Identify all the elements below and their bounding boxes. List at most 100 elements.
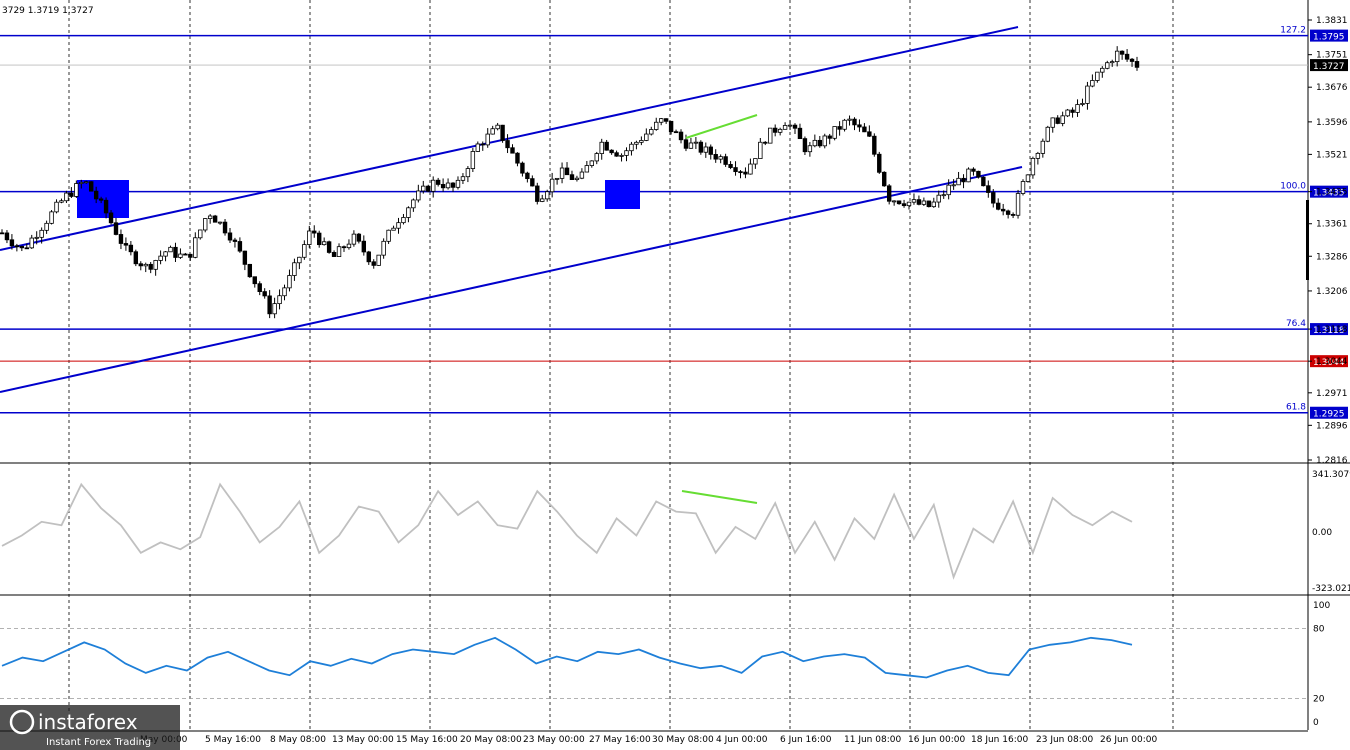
pane-frames <box>0 0 1350 732</box>
price-axis: 1.3831 1.3751 1.3676 1.3596 1.3521 1.3435 1.33… <box>1308 16 1350 728</box>
candle-body <box>891 200 897 203</box>
candle-body <box>1010 214 1016 216</box>
candle-body <box>966 168 971 183</box>
candle-body <box>629 143 634 152</box>
candle-body <box>29 237 34 249</box>
candle-body <box>1060 115 1065 124</box>
instaforex-logo: instaforex Instant Forex Trading <box>0 705 180 750</box>
candle-body <box>133 251 139 265</box>
x-tick-label: 18 Jun 16:00 <box>971 735 1028 745</box>
candle-body <box>832 126 837 139</box>
candle-body <box>19 245 25 249</box>
price-tag <box>1310 355 1348 368</box>
cci-series <box>1 482 1133 580</box>
y-tick-label: 1.3361 <box>1316 220 1348 230</box>
candle-body <box>39 229 44 238</box>
fib-ratio-label: 100.0 <box>1280 182 1306 192</box>
candle-body <box>282 287 287 297</box>
candle-body <box>693 141 699 144</box>
candle-body <box>916 199 922 205</box>
candle-body <box>1134 61 1140 68</box>
candle-body <box>193 237 198 258</box>
x-tick-label: 5 May 16:00 <box>205 735 261 745</box>
candle-body <box>867 131 872 137</box>
candle-body <box>54 201 59 213</box>
rsi-tick-label: 0 <box>1313 718 1319 728</box>
candle-body <box>307 230 312 245</box>
candle-body <box>1110 61 1115 64</box>
candle-body <box>178 253 183 258</box>
candle-body <box>1005 210 1011 215</box>
candle-body <box>520 162 525 174</box>
candle-body <box>540 198 545 202</box>
candle-body <box>480 143 485 146</box>
candle-body <box>292 262 297 276</box>
y-tick-label: 1.3206 <box>1316 287 1348 297</box>
price-tag-label: 1.3044 <box>1313 358 1345 368</box>
candle-body <box>188 253 193 258</box>
price-tag-label: 1.2925 <box>1313 410 1345 420</box>
candle-body <box>203 218 208 231</box>
candle-body <box>98 198 104 201</box>
candle-body <box>589 160 595 166</box>
candle-body <box>668 120 674 133</box>
candle-body <box>554 177 560 180</box>
candle-body <box>906 201 912 207</box>
y-tick-label: 1.2816 <box>1316 456 1348 466</box>
candle-body <box>1080 103 1085 105</box>
rsi-tick-label: 100 <box>1313 601 1330 611</box>
candle-body <box>510 147 515 154</box>
highlight-boxes <box>77 180 640 218</box>
candle-body <box>926 200 932 208</box>
candle-body <box>212 215 218 223</box>
candle-body <box>1040 140 1046 154</box>
candle-body <box>406 207 411 218</box>
candle-body <box>936 194 941 203</box>
candle-body <box>93 190 99 200</box>
candle-body <box>584 165 590 173</box>
candle-body <box>807 145 813 153</box>
candle-body <box>411 199 416 209</box>
candle-body <box>1055 117 1060 124</box>
fib-ratio-label: 61.8 <box>1286 403 1306 413</box>
y-tick-label: 1.3596 <box>1316 118 1348 128</box>
candle-body <box>376 254 381 266</box>
candle-body <box>89 181 94 192</box>
candle-body <box>733 167 738 173</box>
candle-body <box>763 141 768 144</box>
candle-body <box>356 233 362 242</box>
candle-body <box>1090 80 1095 87</box>
candle-body <box>287 275 292 289</box>
x-tick-label: 6 Jun 16:00 <box>780 735 832 745</box>
candle-body <box>34 236 39 239</box>
candle-body <box>544 191 550 200</box>
candle-body <box>198 229 203 239</box>
candle-body <box>490 128 495 135</box>
price-divergence-line <box>685 114 758 139</box>
x-tick-label: 11 Jun 08:00 <box>844 735 901 745</box>
candle-body <box>956 177 961 186</box>
logo-tagline: Instant Forex Trading <box>46 737 151 748</box>
candle-body <box>321 241 327 246</box>
candle-body <box>559 167 565 179</box>
candle-body <box>247 263 253 278</box>
candle-body <box>663 118 669 122</box>
volume-marker <box>1306 200 1309 280</box>
logo-brand: instaforex <box>38 710 138 734</box>
candle-body <box>460 176 466 181</box>
candle-body <box>351 233 357 245</box>
candle-body <box>495 124 500 130</box>
candle-body <box>1050 117 1055 128</box>
candle-body <box>703 146 708 153</box>
channel-upper-line <box>0 26 1019 251</box>
candle-body <box>113 222 119 235</box>
price-tag <box>1310 406 1348 419</box>
candle-body <box>4 232 10 241</box>
candle-body <box>604 141 609 151</box>
candle-body <box>128 244 134 253</box>
rsi-tick-label: 80 <box>1313 624 1325 634</box>
candle-body <box>971 168 976 172</box>
candle-body <box>421 185 426 192</box>
y-tick-label: 1.3435 <box>1316 188 1348 198</box>
